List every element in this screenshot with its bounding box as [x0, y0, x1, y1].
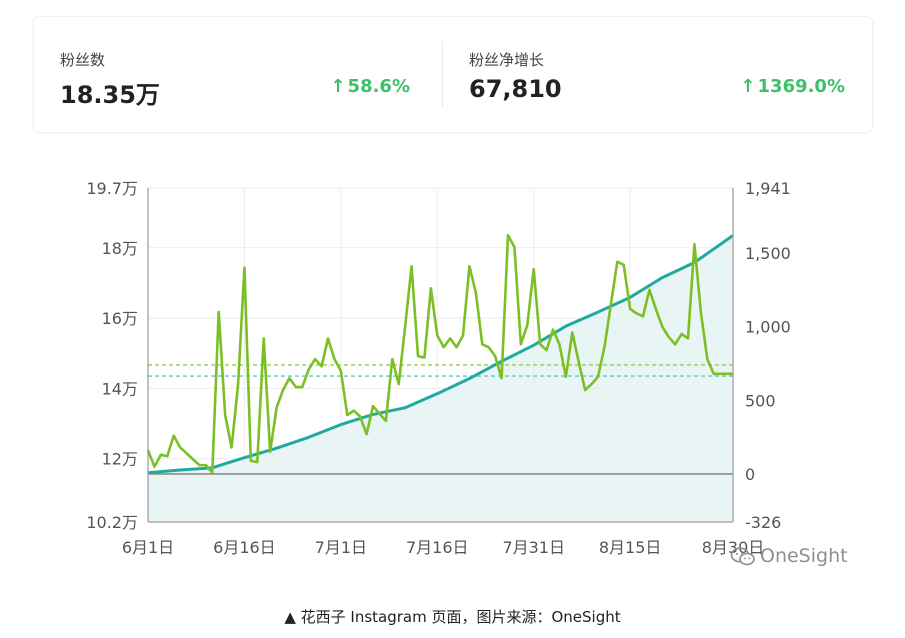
follower-area [148, 235, 733, 522]
x-tick-label: 6月1日 [122, 538, 174, 557]
net-growth-value: 67,810 [469, 75, 562, 103]
y-right-tick-label: 500 [745, 391, 776, 410]
y-left-tick-label: 12万 [102, 450, 138, 469]
watermark-text: OneSight [760, 545, 848, 567]
net-growth-label: 粉丝净增长 [469, 51, 545, 69]
y-right-tick-label: 1,941 [745, 179, 791, 198]
follower-line-chart: 19.7万 18万 16万 14万 12万 10.2万 1,941 1,500 1,000 500… [86, 179, 791, 557]
y-right-tick-label: -326 [745, 513, 781, 532]
y-left-tick-label: 16万 [102, 309, 138, 328]
x-tick-label: 7月16日 [406, 538, 469, 557]
stat-divider [442, 41, 443, 107]
y-left-tick-label: 19.7万 [86, 179, 138, 198]
x-tick-label: 8月15日 [599, 538, 662, 557]
x-tick-label: 7月31日 [502, 538, 565, 557]
watermark: OneSight [730, 545, 848, 567]
follower-count-value: 18.35万 [60, 81, 160, 109]
stats-card: 粉丝数 18.35万 ↑ 58.6% 粉丝净增长 67,810 ↑ 1369.0% [33, 16, 873, 133]
net-growth-change-value: 1369.0% [757, 76, 846, 97]
y-left-tick-label: 10.2万 [86, 513, 138, 532]
y-right-tick-label: 0 [745, 465, 755, 484]
net-growth-change: ↑ 1369.0% [740, 76, 845, 97]
follower-count-stat: 粉丝数 18.35万 ↑ 58.6% [34, 17, 442, 132]
y-left-tick-label: 18万 [102, 239, 138, 258]
up-arrow-icon: ↑ [740, 76, 756, 97]
x-tick-label: 6月16日 [213, 538, 276, 557]
y-right-tick-label: 1,500 [745, 244, 791, 263]
follower-count-change: ↑ 58.6% [330, 76, 410, 97]
net-growth-line [146, 233, 733, 474]
up-arrow-icon: ↑ [330, 76, 346, 97]
follower-count-line [147, 234, 734, 475]
wechat-icon [730, 547, 755, 566]
net-growth-stat: 粉丝净增长 67,810 ↑ 1369.0% [443, 17, 871, 132]
follower-count-label: 粉丝数 [60, 51, 106, 69]
image-caption: ▲ 花西子 Instagram 页面，图片来源：OneSight [284, 608, 621, 626]
follower-count-change-value: 58.6% [347, 76, 410, 97]
x-tick-label: 7月1日 [315, 538, 367, 557]
y-left-tick-label: 14万 [102, 379, 138, 398]
y-right-tick-label: 1,000 [745, 318, 791, 337]
